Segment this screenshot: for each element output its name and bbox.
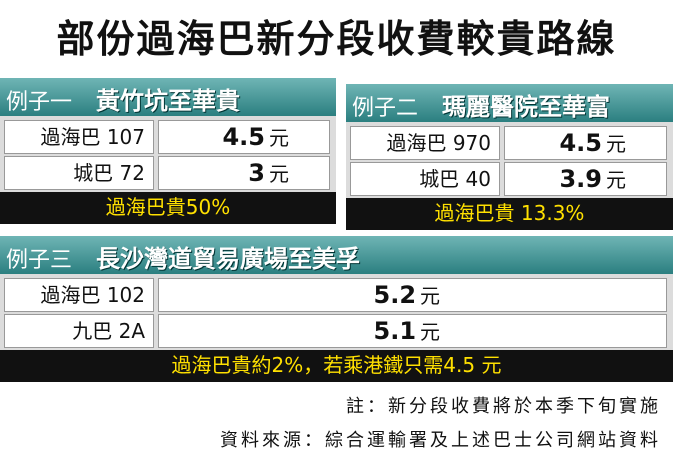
bus-cell: 過海巴 970 <box>350 126 500 160</box>
example-route: 長沙灣道貿易廣場至美孚 <box>96 245 360 273</box>
bus-name: 城巴 40 <box>419 167 491 191</box>
fare-unit: 元 <box>606 132 626 156</box>
bus-name: 過海巴 107 <box>40 125 145 149</box>
fare-value: 5.1 <box>373 317 417 345</box>
example-header <box>0 236 673 274</box>
bus-cell: 過海巴 107 <box>4 120 154 154</box>
fare-cell: 5.2 元 <box>158 278 667 312</box>
example-note: 過海巴貴約2%，若乘港鐵只需4.5 元 <box>0 350 673 382</box>
fare-wrap: 5.1 元 <box>374 315 441 348</box>
fare-cell: 4.5 元 <box>158 120 330 154</box>
example-route: 瑪麗醫院至華富 <box>442 93 610 121</box>
fare-unit: 元 <box>420 284 441 308</box>
fare-value: 5.2 <box>373 281 417 309</box>
fare-cell: 4.5 元 <box>504 126 667 160</box>
fare-unit: 元 <box>269 162 289 186</box>
fare-wrap: 5.2 元 <box>374 279 441 312</box>
fare-wrap: 4.5 元 <box>559 127 626 160</box>
fare-unit: 元 <box>269 126 289 150</box>
fare-unit: 元 <box>606 168 626 192</box>
example-note: 過海巴貴 13.3% <box>346 198 673 230</box>
title: 部份過海巴新分段收費較貴路線 <box>56 17 617 61</box>
fare-cell: 5.1 元 <box>158 314 667 348</box>
fare-unit: 元 <box>420 320 441 344</box>
example-box: 例子三 長沙灣道貿易廣場至美孚 過海巴 102 5.2 元九巴 2A 5.1 元過海巴貴約2… <box>0 236 673 382</box>
fare-value: 3.9 <box>559 165 602 193</box>
example-header <box>346 84 673 122</box>
bus-cell: 九巴 2A <box>4 314 154 348</box>
bus-name: 九巴 2A <box>72 319 145 343</box>
example-route: 黃竹坑至華貴 <box>96 87 240 115</box>
bus-cell: 過海巴 102 <box>4 278 154 312</box>
bus-cell: 城巴 40 <box>350 162 500 196</box>
fare-value: 3 <box>248 159 265 187</box>
fare-wrap: 3.9 元 <box>559 163 626 196</box>
fare-cell: 3.9 元 <box>504 162 667 196</box>
fare-value: 4.5 <box>222 123 265 151</box>
fare-value: 4.5 <box>559 129 602 157</box>
example-label: 例子二 <box>352 96 419 121</box>
fare-wrap: 4.5 元 <box>222 121 289 154</box>
bus-name: 過海巴 102 <box>40 283 145 307</box>
footnote: 註：新分段收費將於本季下旬實施 <box>346 396 661 417</box>
bus-name: 過海巴 970 <box>386 131 491 155</box>
footnote: 資料來源：綜合運輸署及上述巴士公司網站資料 <box>220 430 661 451</box>
example-box: 例子二 瑪麗醫院至華富 過海巴 970 4.5 元城巴 40 3.9 元過海巴貴 13.3% <box>346 84 673 230</box>
example-label: 例子三 <box>6 248 73 273</box>
example-label: 例子一 <box>6 90 73 115</box>
example-note: 過海巴貴50% <box>0 192 336 224</box>
bus-name: 城巴 72 <box>73 161 145 185</box>
example-box: 例子一 黃竹坑至華貴 過海巴 107 4.5 元城巴 72 3 元過海巴貴50% <box>0 78 336 224</box>
bus-cell: 城巴 72 <box>4 156 154 190</box>
example-header <box>0 78 336 116</box>
